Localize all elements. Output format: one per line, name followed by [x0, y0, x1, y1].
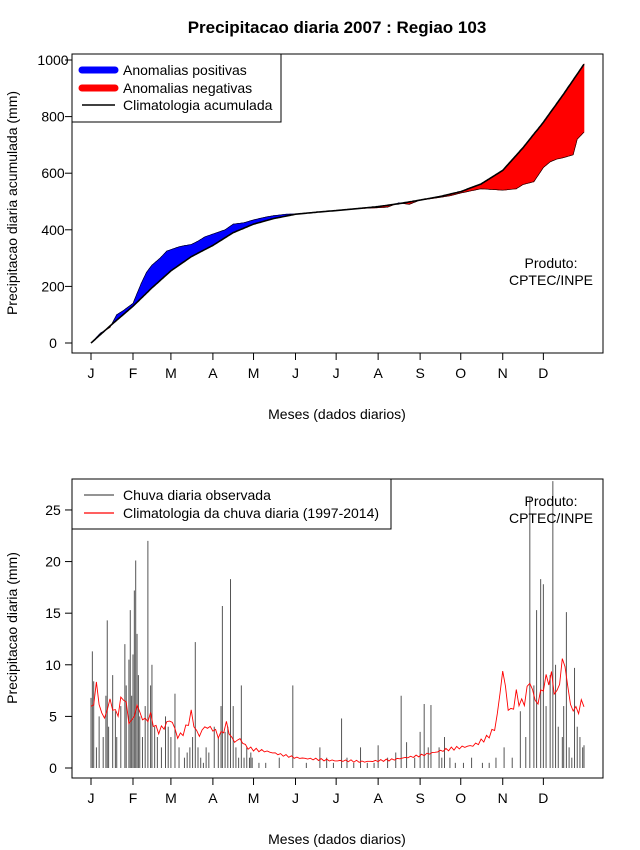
y-tick-label: 800: [41, 109, 65, 125]
negative-anomaly-segment: [582, 63, 585, 135]
x-tick-label: J: [292, 365, 299, 381]
legend-climatology: Climatologia acumulada: [123, 97, 273, 113]
legend-positive: Anomalias positivas: [123, 62, 247, 78]
x-tick-label: F: [129, 365, 138, 381]
x-tick-label: J: [333, 365, 340, 381]
y-tick-label: 200: [41, 278, 65, 294]
x-tick-label: J: [88, 790, 95, 806]
annotation-line-2b: CPTEC/INPE: [509, 510, 593, 526]
climatology-cumulative-line: [90, 63, 585, 344]
y-tick-label: 25: [45, 502, 61, 518]
legend-negative: Anomalias negativas: [123, 80, 252, 96]
legend-observed: Chuva diaria observada: [123, 487, 271, 503]
legend-clim-daily: Climatologia da chuva diaria (1997-2014): [123, 505, 379, 521]
x-tick-label: A: [373, 365, 383, 381]
x-tick-label: D: [538, 790, 548, 806]
y-tick-label: 1000: [37, 52, 68, 68]
x-tick-label: N: [498, 365, 508, 381]
climatology-daily-line: [90, 658, 585, 763]
x-tick-label: D: [538, 365, 548, 381]
x-tick-label: N: [498, 790, 508, 806]
y-axis: 0 200 400 600 800 1000: [37, 52, 73, 351]
x-tick-label: J: [333, 790, 340, 806]
y-tick-label: 20: [45, 554, 61, 570]
x-tick-label: S: [415, 790, 424, 806]
legend-box-2: [71, 478, 392, 530]
x-axis-label-2: Meses (dados diarios): [268, 831, 406, 847]
annotation-line-1b: Produto:: [525, 493, 578, 509]
x-tick-label: O: [455, 365, 466, 381]
x-axis-label: Meses (dados diarios): [268, 406, 406, 422]
annotation-line-1: Produto:: [525, 255, 578, 271]
annotation-line-2: CPTEC/INPE: [509, 272, 593, 288]
x-tick-label: S: [415, 365, 424, 381]
x-tick-label: F: [129, 790, 138, 806]
observed-bars: [90, 481, 585, 768]
x-tick-label: J: [88, 365, 95, 381]
climatology-daily-series: [90, 658, 585, 763]
y-tick-label: 5: [49, 708, 57, 724]
x-tick-label: A: [373, 790, 383, 806]
y-tick-label: 0: [49, 335, 57, 351]
y-tick-label: 10: [45, 657, 61, 673]
y-tick-label: 15: [45, 605, 61, 621]
chart-title: Precipitacao diaria 2007 : Regiao 103: [188, 18, 487, 37]
climatology-line: [90, 63, 585, 344]
y-axis-label-2: Precipitacao diaria (mm): [4, 552, 20, 704]
top-panel: 0 200 400 600 800 1000 J F M A M J J A S O N D Precipita…: [4, 52, 604, 422]
x-tick-label: M: [248, 365, 260, 381]
y-tick-label: 600: [41, 165, 65, 181]
x-tick-label: A: [208, 790, 218, 806]
legend: Anomalias positivas Anomalias negativas …: [71, 53, 282, 123]
y-axis-label: Precipitacao diaria acumulada (mm): [4, 91, 20, 315]
x-tick-label: M: [165, 790, 177, 806]
x-tick-label: M: [165, 365, 177, 381]
x-tick-label: O: [455, 790, 466, 806]
legend-2: Chuva diaria observada Climatologia da c…: [71, 478, 392, 530]
y-tick-label: 400: [41, 222, 65, 238]
x-tick-label: J: [292, 790, 299, 806]
x-tick-label: A: [208, 365, 218, 381]
bottom-panel: 0 5 10 15 20 25 J F M A M J J A S O N D Precipitacao dia…: [4, 478, 604, 847]
y-tick-label: 0: [49, 760, 57, 776]
y-axis-2: 0 5 10 15 20 25: [45, 502, 73, 776]
x-tick-label: M: [248, 790, 260, 806]
